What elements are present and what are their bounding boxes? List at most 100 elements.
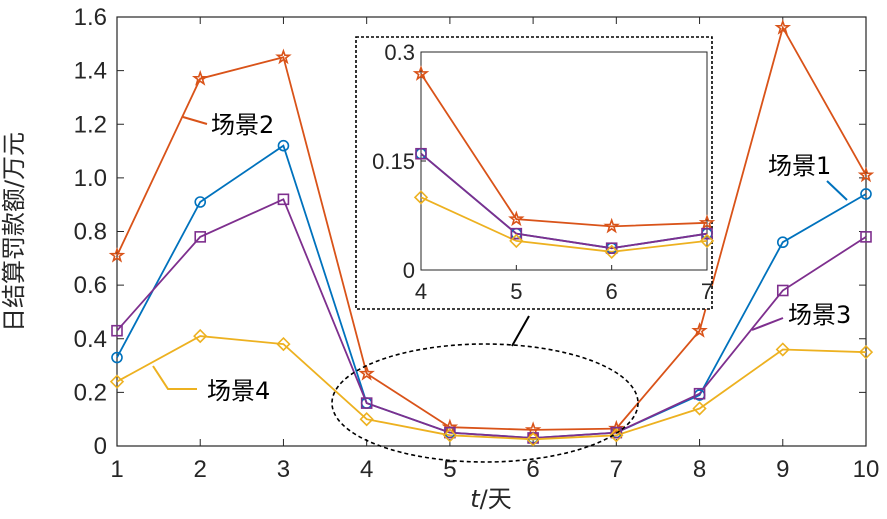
annotation-label-4: 场景4 <box>207 377 270 405</box>
series-2-point <box>857 166 875 183</box>
series-1-point <box>277 139 290 152</box>
series-4-point <box>858 345 874 360</box>
inset-series-3-point <box>701 227 713 240</box>
series-line-4 <box>116 335 867 441</box>
inset-series-line-4 <box>420 196 708 253</box>
series-4-point <box>109 374 125 389</box>
inset-series-3-point <box>415 147 427 160</box>
series-1-point <box>860 188 872 200</box>
y-tick-label: 1.2 <box>74 111 107 138</box>
x-tick-label: 7 <box>610 456 623 483</box>
x-tick-label: 9 <box>776 456 789 483</box>
main-ticks: 1 2 3 4 5 6 7 8 9 10 0 0.2 0.4 0.6 0.8 1.0 1.2 1.4 1.6 <box>74 4 880 483</box>
inset-series-4-point <box>509 233 524 249</box>
series-1-point <box>194 196 207 208</box>
inset-series-2-point <box>603 217 620 234</box>
series-3-point <box>776 284 789 297</box>
series-4-point <box>692 401 707 416</box>
annotation-label-3: 场景3 <box>788 301 851 329</box>
series-1-point <box>111 351 123 364</box>
x-axis-label: t/天 <box>470 485 512 513</box>
y-tick-label: 1.0 <box>74 165 107 192</box>
annotation-series-3: 场景3 <box>751 301 851 331</box>
annotation-series-1: 场景1 <box>768 152 848 201</box>
inset-series-4-point <box>413 190 429 205</box>
inset-series-2-point <box>412 65 430 81</box>
annotation-label-2: 场景2 <box>211 111 274 139</box>
annotation-label-1: 场景1 <box>768 152 831 180</box>
x-tick-label: 10 <box>853 456 880 483</box>
x-tick-label: 6 <box>526 456 539 483</box>
inset-y-tick-label: 0.15 <box>372 149 415 174</box>
x-tick-label: 3 <box>277 456 290 483</box>
x-tick-label: 8 <box>693 456 706 483</box>
series-4-point <box>609 428 624 443</box>
x-tick-label: 4 <box>360 456 373 483</box>
y-tick-label: 0 <box>94 433 107 460</box>
x-tick-label: 5 <box>443 456 456 483</box>
series-2-point <box>691 322 708 338</box>
series-1-point <box>776 236 789 249</box>
y-tick-label: 1.6 <box>74 4 107 31</box>
x-tick-label: 1 <box>110 456 123 483</box>
inset-y-tick-label: 0.3 <box>384 40 415 65</box>
series-2-point <box>275 48 292 65</box>
annotation-pointer-1 <box>826 180 848 201</box>
y-tick-label: 0.6 <box>74 272 107 299</box>
series-4-point <box>193 328 208 344</box>
inset-ticks: 4 5 6 7 0 0.15 0.3 <box>372 40 713 304</box>
series-4-point <box>276 336 291 352</box>
annotation-pointer-2 <box>182 116 208 125</box>
y-tick-label: 0.2 <box>74 379 107 406</box>
series-4-point <box>442 428 458 443</box>
inset-series-3-point <box>510 227 523 240</box>
series-2-point <box>774 19 792 35</box>
series-3-point <box>860 231 872 243</box>
series-3-point <box>360 397 373 409</box>
series-3-point <box>444 426 456 439</box>
series-3-point <box>610 426 623 439</box>
y-tick-label: 0.8 <box>74 219 107 246</box>
annotation-series-2: 场景2 <box>182 111 274 139</box>
series-3-point <box>111 324 123 337</box>
annotation-pointer-4 <box>152 365 197 390</box>
inset-x-tick-label: 6 <box>606 279 618 304</box>
inset-x-tick-label: 5 <box>510 279 522 304</box>
series-3-point <box>693 387 706 400</box>
zoom-region-ellipse <box>331 343 639 463</box>
main-series <box>108 19 875 447</box>
inset-series-4-point <box>604 244 619 259</box>
annotation-pointer-3 <box>751 317 784 331</box>
series-2-point <box>608 419 625 436</box>
zoom-connector-line <box>511 315 530 347</box>
series-4-point <box>775 342 790 357</box>
inset-series <box>412 65 716 259</box>
inset-series-line-2 <box>420 73 708 228</box>
inset-background <box>355 36 713 310</box>
x-tick-label: 2 <box>194 456 207 483</box>
inset-x-tick-label: 4 <box>415 279 427 304</box>
series-2-point <box>358 364 375 381</box>
series-2-point <box>191 69 209 86</box>
series-line-3 <box>116 198 867 439</box>
inset-series-2-point <box>508 210 525 227</box>
series-3-point <box>277 193 290 206</box>
series-3-point <box>194 231 207 243</box>
inset-series-4-point <box>699 233 715 249</box>
inset-x-tick-label: 7 <box>701 279 713 304</box>
series-4-point <box>359 412 374 427</box>
x-axis-label-unit: /天 <box>480 485 512 513</box>
series-2-point <box>108 246 126 263</box>
inset-y-tick-label: 0 <box>403 258 415 283</box>
y-axis-label: 日结算罚款额/万元 <box>0 132 28 332</box>
series-4-point <box>525 432 541 447</box>
y-tick-label: 1.4 <box>74 58 107 85</box>
y-tick-label: 0.4 <box>74 326 107 353</box>
annotation-series-4: 场景4 <box>152 365 270 405</box>
inset-series-line-3 <box>420 153 708 250</box>
series-line-2 <box>116 25 867 431</box>
inset-series-2-point <box>698 214 716 230</box>
inset-series-3-point <box>605 242 618 254</box>
x-axis-label-italic: t <box>470 485 481 513</box>
